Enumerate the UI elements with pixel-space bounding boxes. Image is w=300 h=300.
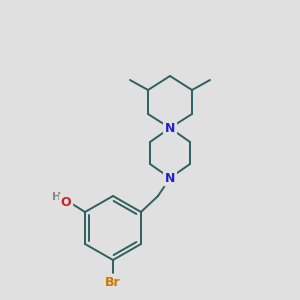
Text: O: O — [61, 196, 71, 208]
Text: H: H — [52, 192, 62, 202]
Text: N: N — [165, 122, 175, 134]
Text: Br: Br — [105, 275, 121, 289]
Text: N: N — [165, 172, 175, 184]
